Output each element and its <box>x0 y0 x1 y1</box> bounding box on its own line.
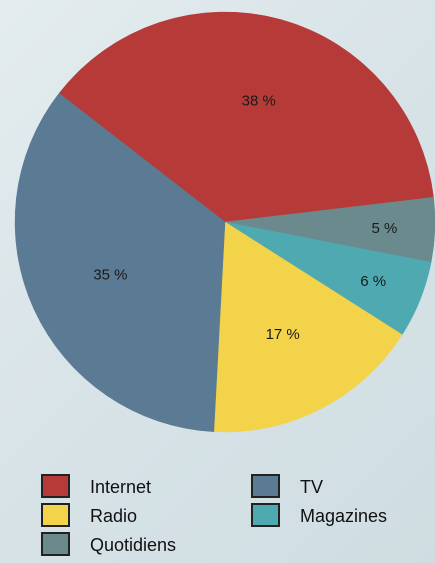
legend-label-quotidiens: Quotidiens <box>90 535 176 555</box>
legend-swatch-tv <box>251 474 280 498</box>
legend: Internet Radio Quotidiens TV Magazines <box>41 474 387 556</box>
slice-label-internet: 38 % <box>242 93 276 110</box>
legend-label-radio: Radio <box>90 506 137 526</box>
legend-label-magazines: Magazines <box>300 506 387 526</box>
legend-swatch-internet <box>41 474 70 498</box>
pie-slices <box>14 11 435 433</box>
slice-label-tv: 35 % <box>93 266 127 283</box>
legend-item-magazines: Magazines <box>251 503 387 527</box>
pie-slice-labels: 38 % 5 % 6 % 17 % 35 % <box>93 93 397 343</box>
legend-swatch-radio <box>41 503 70 527</box>
slice-label-radio: 17 % <box>266 326 300 343</box>
legend-label-internet: Internet <box>90 477 151 497</box>
legend-swatch-magazines <box>251 503 280 527</box>
legend-item-quotidiens: Quotidiens <box>41 532 176 556</box>
pie-slice-internet <box>58 11 434 223</box>
legend-item-radio: Radio <box>41 503 137 527</box>
slice-label-quotidiens: 5 % <box>372 220 398 237</box>
legend-label-tv: TV <box>300 477 323 497</box>
legend-swatch-quotidiens <box>41 532 70 556</box>
legend-item-internet: Internet <box>41 474 151 498</box>
slice-label-magazines: 6 % <box>360 273 386 290</box>
pie-slice-radio <box>213 221 403 433</box>
pie-slice-tv <box>14 92 226 432</box>
legend-item-tv: TV <box>251 474 323 498</box>
